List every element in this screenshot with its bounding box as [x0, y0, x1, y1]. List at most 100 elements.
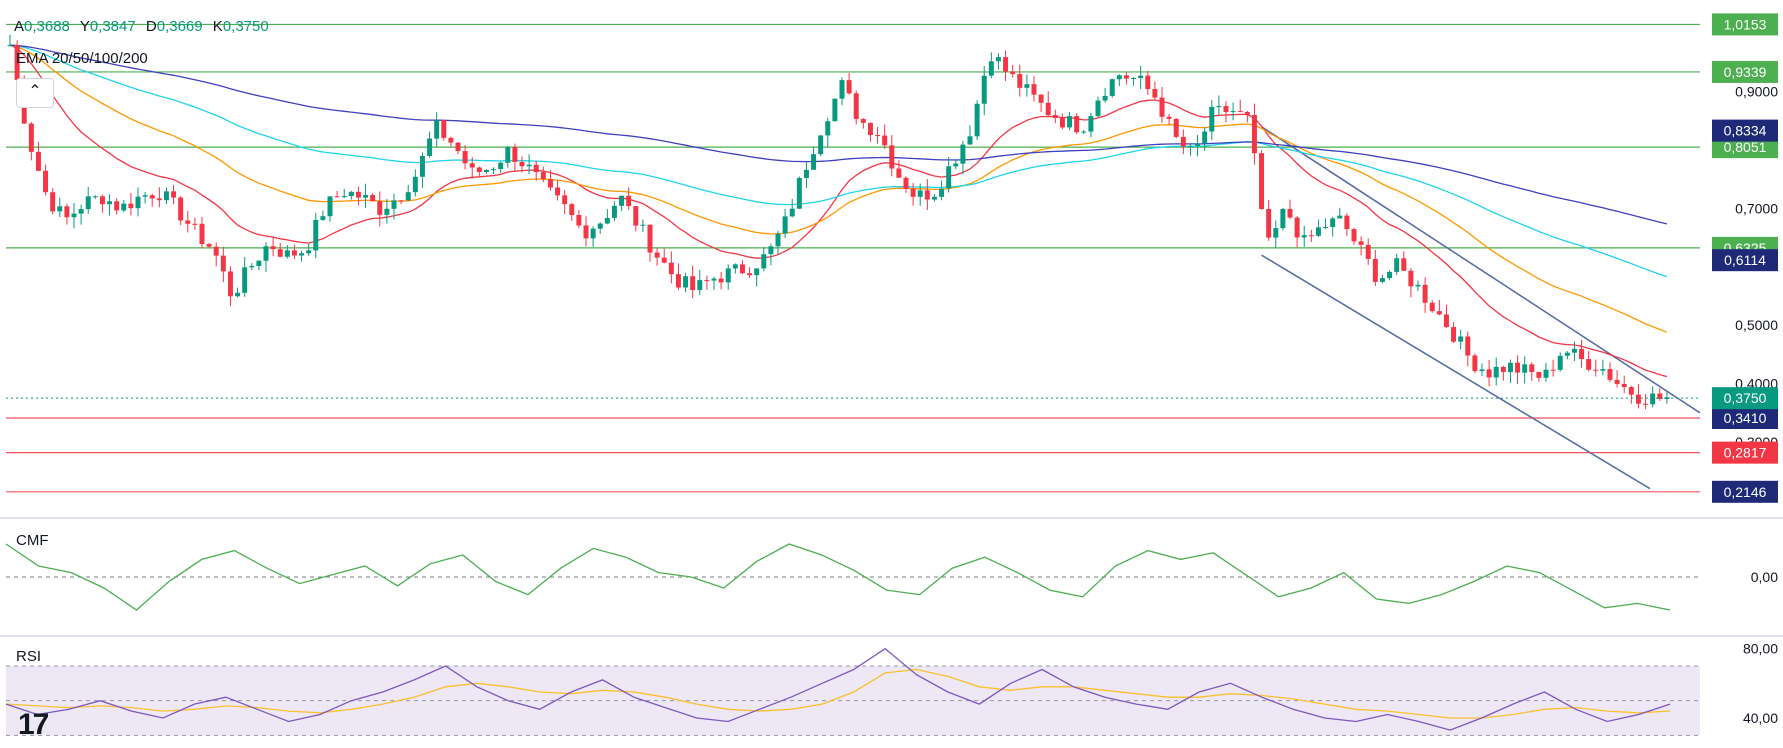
candle-body-95 [683, 276, 689, 288]
candle-body-224 [1600, 369, 1606, 371]
ema-indicator-label[interactable]: EMA 20/50/100/200 [16, 50, 148, 67]
candle-body-133 [953, 163, 959, 167]
level-badge-4 [1712, 407, 1778, 430]
candle-body-42 [306, 250, 312, 254]
candle-body-49 [355, 191, 361, 198]
y-tick-label-0: 0,9000 [1735, 84, 1778, 100]
level-badge-label-5: 0,2817 [1724, 445, 1767, 461]
candle-body-63 [455, 142, 461, 152]
candle-body-87 [626, 195, 632, 207]
candle-body-74 [533, 164, 539, 173]
candle-body-60 [434, 120, 440, 139]
candle-body-59 [427, 138, 433, 156]
candle-body-209 [1493, 366, 1499, 378]
candle-body-211 [1507, 362, 1513, 373]
ohlc-low-key: D [145, 18, 157, 35]
last-price-label: 0,3750 [1724, 390, 1767, 406]
level-badge-6 [1712, 480, 1778, 503]
candle-body-201 [1436, 311, 1442, 315]
candle-body-58 [419, 155, 425, 177]
candle-body-221 [1579, 348, 1585, 360]
candle-body-14 [107, 201, 113, 205]
candle-body-176 [1259, 153, 1265, 210]
candle-body-199 [1422, 284, 1428, 303]
candle-body-39 [284, 250, 290, 257]
candle-body-135 [967, 136, 973, 145]
candle-body-150 [1074, 116, 1080, 133]
candle-body-159 [1138, 75, 1144, 79]
candle-body-141 [1010, 71, 1016, 75]
ohlc-open-key: A [14, 18, 25, 35]
candle-body-163 [1166, 116, 1172, 119]
rsi-ma-line [5, 668, 1671, 719]
candle-body-19 [142, 195, 148, 197]
candle-body-118 [846, 80, 852, 94]
candle-body-204 [1458, 336, 1464, 342]
candle-body-23 [171, 191, 177, 198]
candle-body-194 [1387, 271, 1393, 279]
candle-body-197 [1408, 270, 1414, 287]
candle-body-172 [1230, 111, 1236, 113]
level-badge-label-2: 0,8051 [1724, 139, 1767, 155]
candle-body-227 [1621, 383, 1627, 387]
candle-body-54 [391, 200, 397, 209]
candle-body-34 [249, 265, 255, 268]
candle-body-28 [206, 243, 212, 247]
candle-body-96 [690, 276, 696, 291]
candle-body-16 [121, 203, 127, 211]
level-badge-5 [1712, 441, 1778, 464]
candle-body-89 [640, 224, 646, 226]
candle-body-108 [775, 233, 781, 247]
candle-body-24 [178, 197, 184, 221]
rsi-tick-label-1: 40,00 [1743, 710, 1778, 726]
candle-body-213 [1522, 364, 1528, 373]
candle-body-8 [64, 206, 70, 218]
candle-body-151 [1081, 131, 1087, 133]
candle-body-83 [597, 223, 603, 229]
candle-body-62 [448, 137, 454, 143]
candle-body-146 [1045, 102, 1051, 116]
candle-body-156 [1116, 75, 1122, 80]
candle-body-33 [242, 267, 248, 293]
candle-body-82 [590, 228, 596, 239]
chevron-up-icon: ⌃ [28, 83, 42, 100]
candle-body-192 [1372, 258, 1378, 282]
candle-body-32 [235, 292, 241, 297]
candle-body-44 [320, 216, 326, 220]
candle-body-124 [889, 145, 895, 169]
candle-body-3 [28, 123, 34, 152]
level-badge-1 [1712, 60, 1778, 83]
candle-body-21 [156, 198, 162, 201]
ema-line-2 [9, 44, 1668, 278]
collapse-indicators-button[interactable]: ⌃ [16, 78, 54, 108]
candle-body-88 [633, 206, 639, 226]
candle-body-111 [796, 177, 802, 209]
candle-body-158 [1131, 78, 1137, 80]
candle-body-210 [1500, 366, 1506, 373]
candle-body-164 [1173, 118, 1179, 137]
candle-body-220 [1571, 348, 1577, 353]
candle-body-183 [1308, 235, 1314, 237]
ohlc-open-value: 0,3688 [24, 18, 70, 35]
tradingview-logo: 17 [18, 708, 49, 741]
candle-body-27 [199, 223, 205, 244]
candle-body-47 [341, 196, 347, 198]
cmf-pane-label[interactable]: CMF [16, 532, 49, 549]
candle-body-26 [192, 223, 198, 225]
rsi-pane-label[interactable]: RSI [16, 648, 42, 665]
candle-body-4 [35, 151, 41, 171]
candle-body-5 [43, 170, 49, 193]
candle-body-9 [71, 213, 77, 218]
candle-body-188 [1344, 215, 1350, 230]
candle-body-103 [739, 264, 745, 274]
candle-body-230 [1643, 403, 1649, 405]
candle-body-86 [619, 195, 625, 206]
candle-body-131 [939, 188, 945, 197]
candle-body-179 [1280, 208, 1286, 229]
candle-body-125 [896, 168, 902, 178]
candle-body-15 [114, 201, 120, 211]
candle-body-169 [1209, 106, 1215, 132]
candle-body-191 [1365, 244, 1371, 259]
candle-body-122 [875, 135, 881, 137]
